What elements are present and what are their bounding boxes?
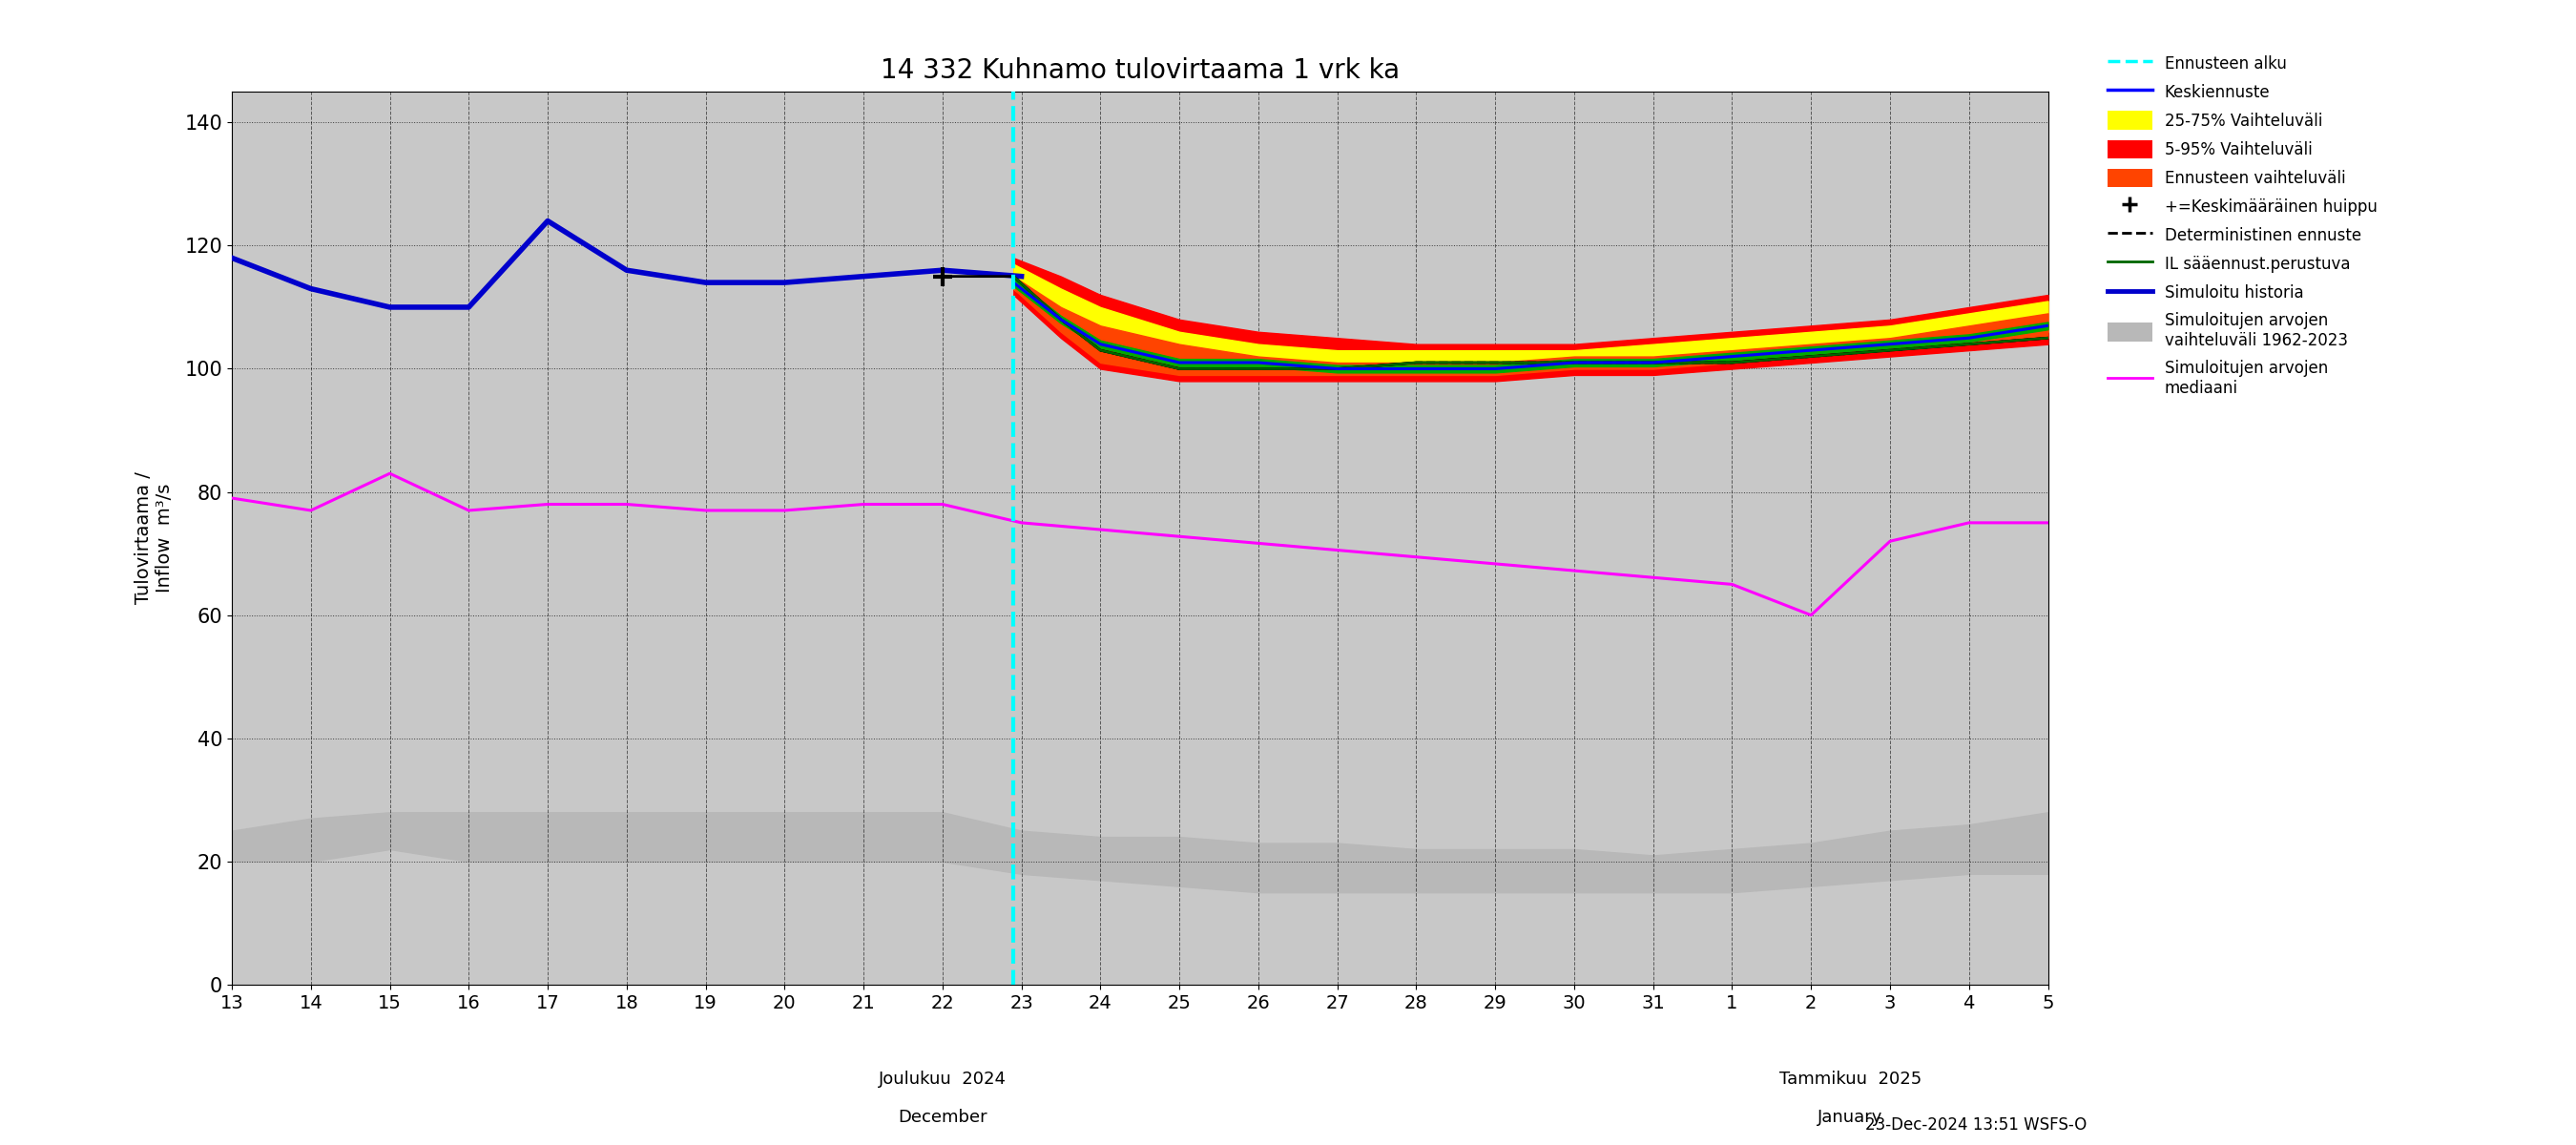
Legend: Ennusteen alku, Keskiennuste, 25-75% Vaihteluväli, 5-95% Vaihteluväli, Ennusteen: Ennusteen alku, Keskiennuste, 25-75% Vai… bbox=[2107, 54, 2378, 396]
Text: Joulukuu  2024: Joulukuu 2024 bbox=[878, 1071, 1007, 1088]
Text: December: December bbox=[899, 1108, 987, 1126]
Text: Tammikuu  2025: Tammikuu 2025 bbox=[1780, 1071, 1922, 1088]
Y-axis label: Tulovirtaama /
Inflow  m³/s: Tulovirtaama / Inflow m³/s bbox=[134, 472, 175, 605]
Text: January: January bbox=[1819, 1108, 1883, 1126]
Text: 23-Dec-2024 13:51 WSFS-O: 23-Dec-2024 13:51 WSFS-O bbox=[1865, 1116, 2087, 1134]
Title: 14 332 Kuhnamo tulovirtaama 1 vrk ka: 14 332 Kuhnamo tulovirtaama 1 vrk ka bbox=[881, 57, 1399, 84]
